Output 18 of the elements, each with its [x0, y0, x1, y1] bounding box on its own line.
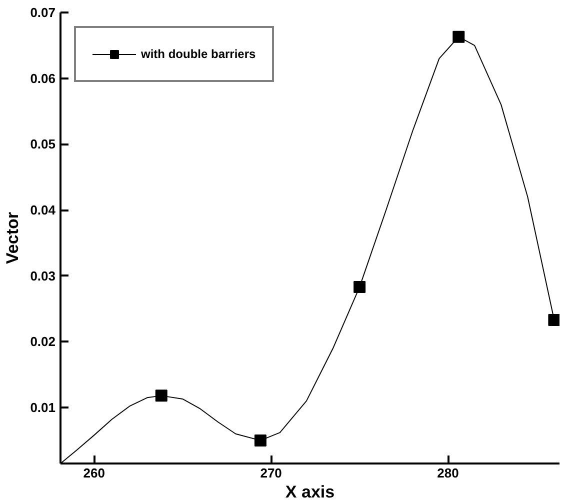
y-axis-title: Vector: [3, 212, 22, 264]
legend-label: with double barriers: [141, 47, 256, 61]
point: [548, 314, 560, 326]
y-tick-label: 0.02: [30, 334, 56, 350]
x-axis-title: X axis: [285, 482, 335, 502]
x-tick-label: 280: [437, 466, 459, 480]
y-tick-label: 0.04: [30, 202, 56, 218]
y-tick-label: 0.07: [30, 5, 56, 20]
x-tick-label: 260: [83, 466, 105, 480]
x-tick-label: 270: [260, 466, 282, 480]
point: [452, 30, 465, 43]
point: [155, 390, 168, 402]
point: [254, 434, 266, 446]
point: [354, 281, 366, 294]
y-tick-label: 0.05: [30, 136, 56, 152]
y-tick-label: 0.03: [30, 268, 56, 284]
y-tick-label: 0.01: [30, 400, 56, 416]
y-tick-label: 0.06: [30, 70, 56, 86]
